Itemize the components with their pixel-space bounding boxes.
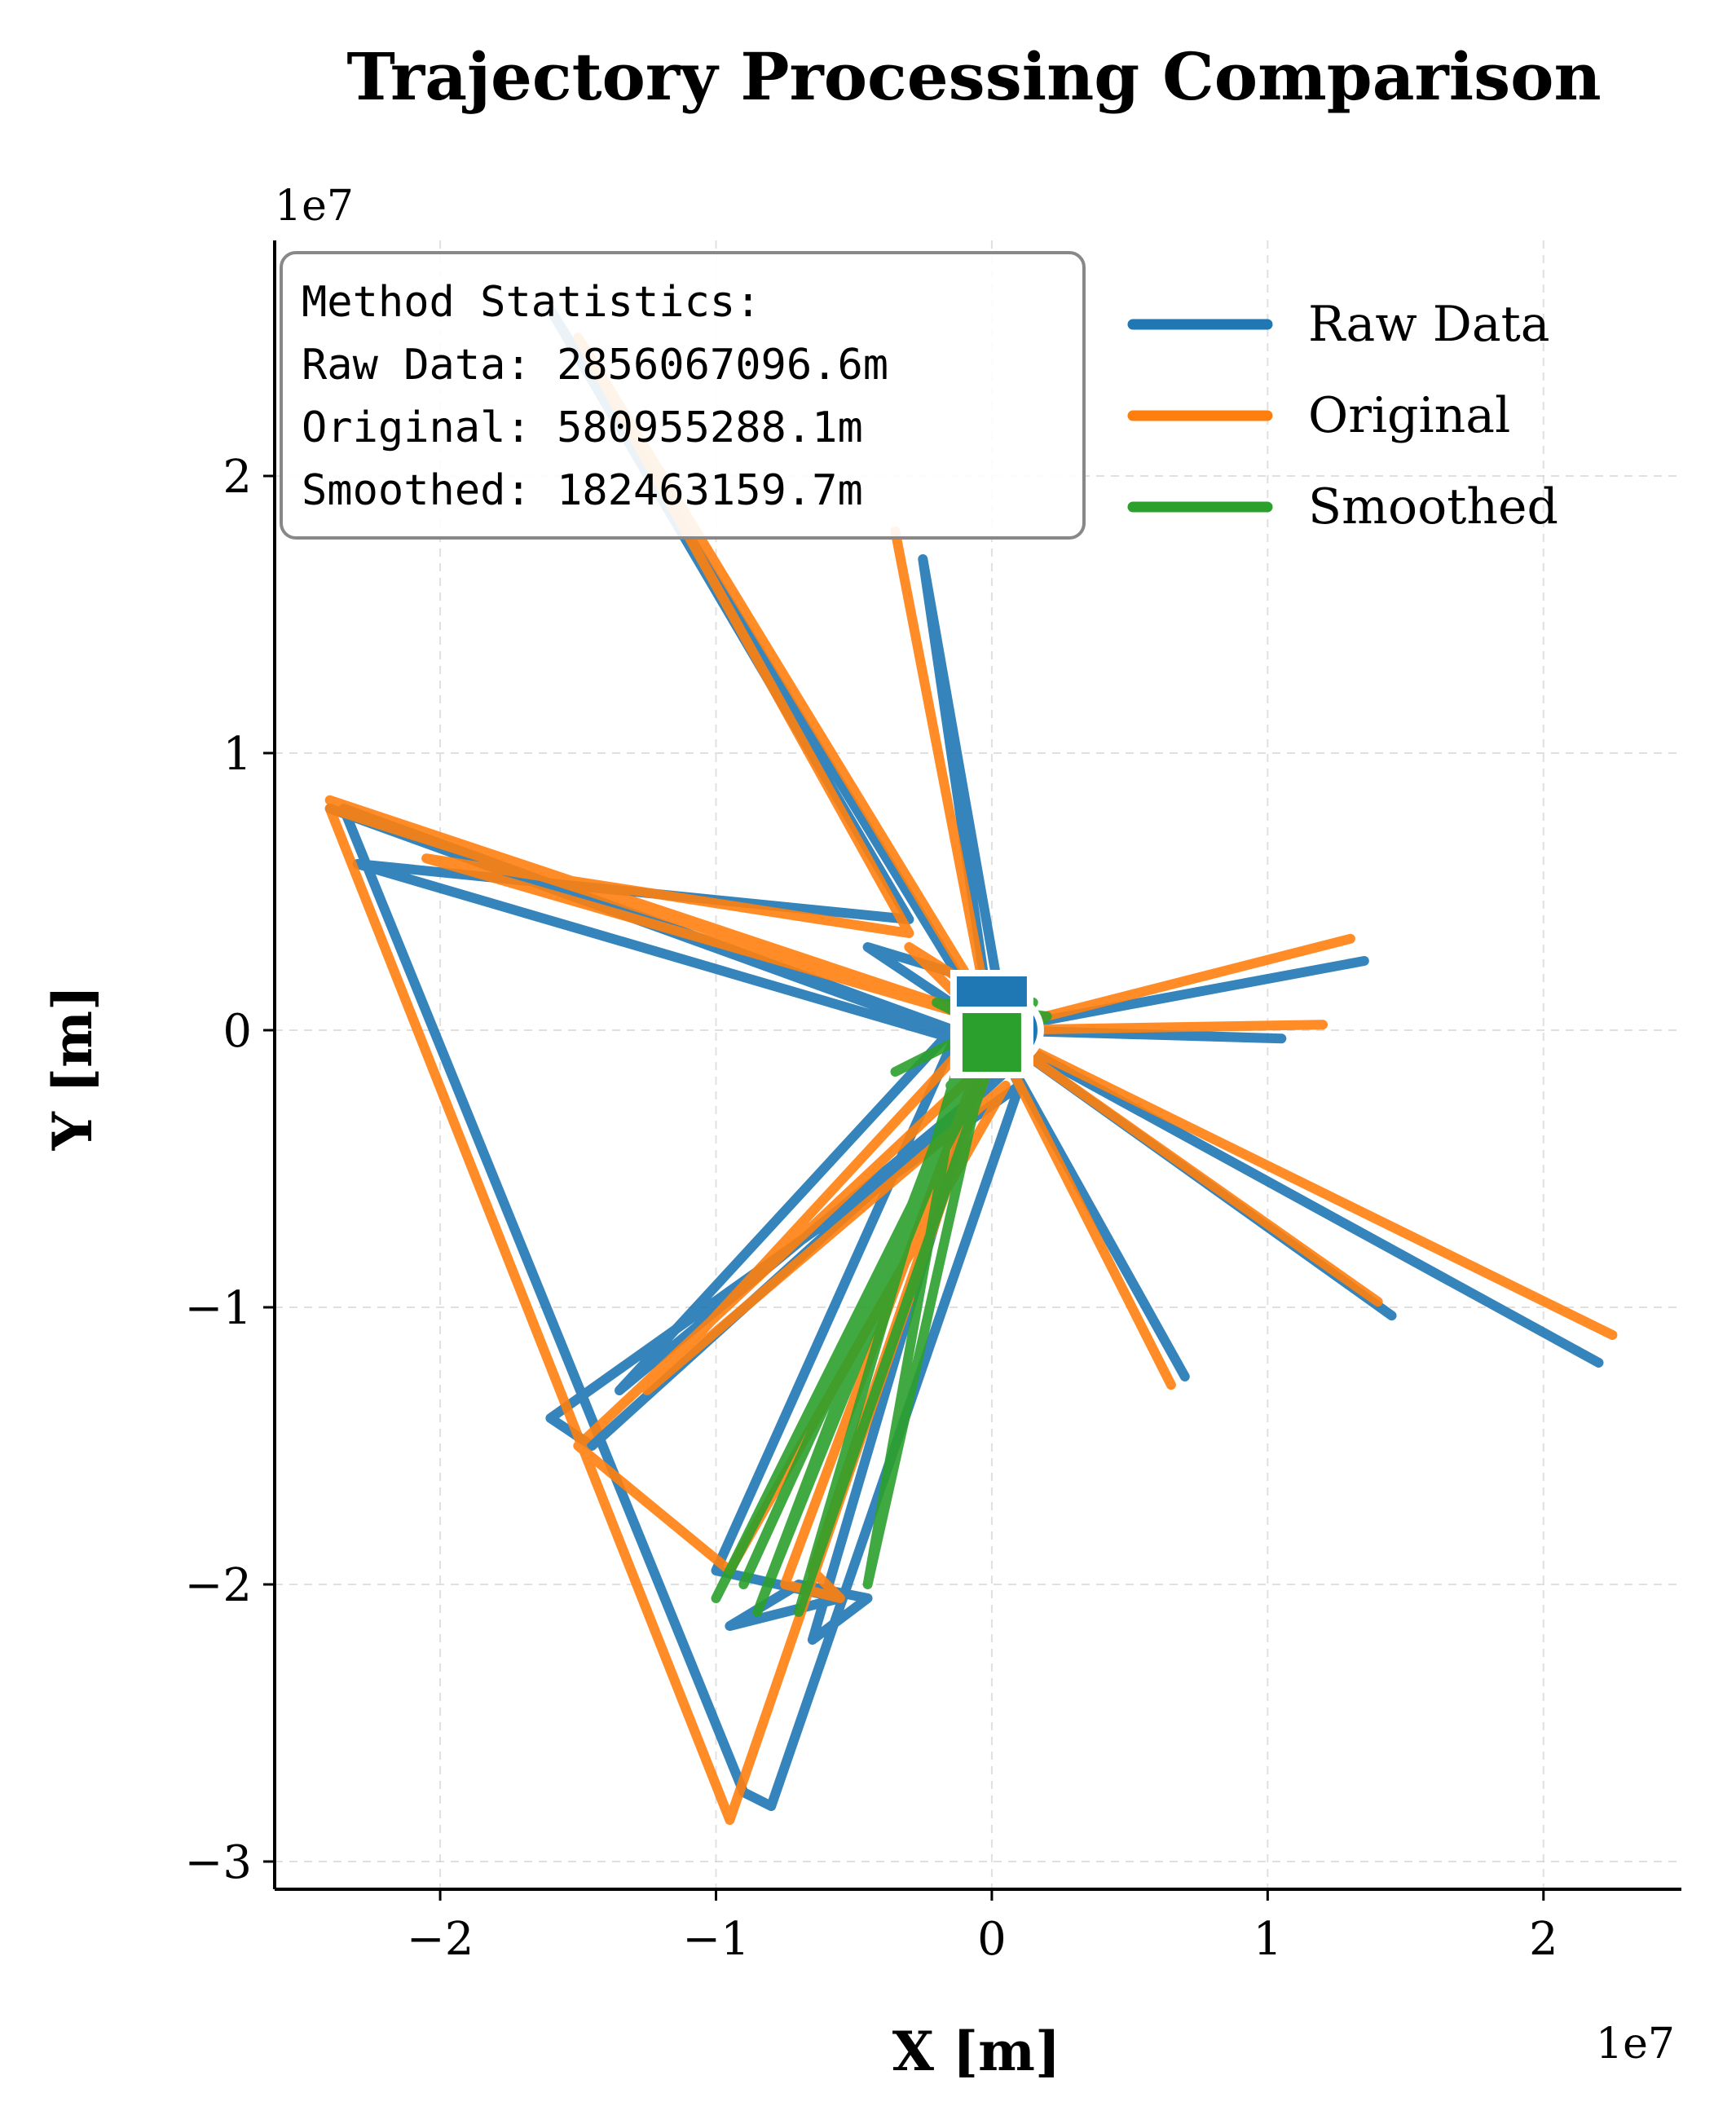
series-original-line <box>324 333 1618 1825</box>
stats-line-raw: Raw Data: 2856067096.6m <box>302 341 888 390</box>
y-tick-label: −3 <box>184 1836 252 1889</box>
x-offset-label: 1e7 <box>1596 2020 1675 2069</box>
x-tick-label: 0 <box>977 1913 1007 1966</box>
x-tick-label: −2 <box>407 1913 474 1966</box>
x-tick-label: 2 <box>1529 1913 1558 1966</box>
axis-ticks: −2 −1 0 1 2 −3 −2 −1 0 1 2 <box>184 451 1558 1966</box>
chart-title: Trajectory Processing Comparison <box>346 38 1601 115</box>
stats-header: Method Statistics: <box>302 278 761 327</box>
y-tick-label: 2 <box>223 451 252 504</box>
y-axis-label: Y [m] <box>41 985 104 1151</box>
y-offset-label: 1e7 <box>275 182 354 231</box>
y-tick-label: 1 <box>223 728 252 781</box>
x-tick-label: −1 <box>682 1913 750 1966</box>
y-tick-label: 0 <box>223 1005 252 1058</box>
y-tick-label: −1 <box>184 1282 252 1335</box>
legend: Raw Data Original Smoothed <box>1127 296 1558 535</box>
legend-label-original: Original <box>1308 387 1510 444</box>
stats-line-smoothed: Smoothed: 182463159.7m <box>302 466 863 515</box>
y-tick-label: −2 <box>184 1559 252 1612</box>
legend-label-smoothed: Smoothed <box>1308 478 1558 535</box>
x-tick-label: 1 <box>1254 1913 1283 1966</box>
end-marker-smoothed <box>955 1007 1028 1078</box>
legend-label-raw: Raw Data <box>1308 296 1550 353</box>
stats-box: Method Statistics: Raw Data: 2856067096.… <box>280 251 1086 540</box>
stats-line-original: Original: 580955288.1m <box>302 403 863 452</box>
endpoint-markers <box>950 970 1044 1078</box>
x-axis-label: X [m] <box>892 2020 1060 2083</box>
